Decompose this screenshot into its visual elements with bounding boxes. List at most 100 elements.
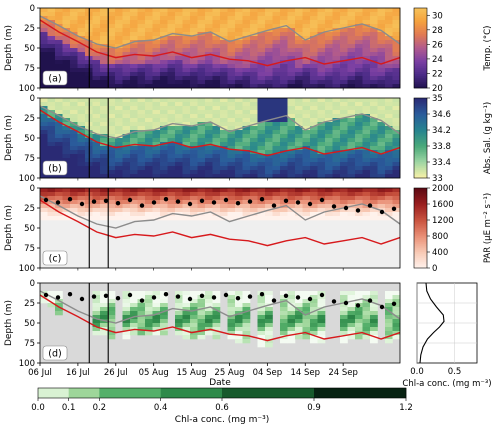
field-cell	[362, 80, 371, 85]
field-cell	[280, 110, 288, 115]
field-cell	[265, 16, 273, 21]
field-cell	[55, 60, 63, 65]
field-cell	[310, 64, 318, 69]
field-cell	[362, 335, 371, 340]
field-cell	[190, 291, 198, 296]
field-cell	[242, 12, 251, 17]
depth-dot	[139, 298, 145, 303]
colorbar-step	[414, 102, 427, 105]
field-cell	[152, 48, 161, 53]
field-cell	[92, 142, 101, 147]
colorbar-step	[414, 188, 427, 191]
colorbar-step	[414, 244, 427, 247]
field-cell	[250, 146, 258, 151]
y-axis-label: Depth (m)	[4, 115, 14, 161]
field-cell	[265, 60, 273, 65]
field-cell	[317, 80, 326, 85]
field-cell	[137, 80, 146, 85]
field-cell	[190, 80, 198, 85]
field-cell	[205, 36, 213, 41]
field-cell	[190, 60, 198, 65]
field-cell	[152, 52, 161, 57]
field-cell	[92, 303, 101, 308]
field-cell	[197, 323, 206, 328]
field-cell	[325, 166, 333, 171]
x-tick-label: 14 Sep	[290, 368, 320, 378]
field-cell	[377, 146, 386, 151]
field-cell	[280, 174, 288, 179]
field-cell	[377, 138, 386, 143]
field-cell	[107, 64, 116, 69]
field-cell	[182, 118, 191, 123]
depth-dot	[331, 299, 337, 304]
field-cell	[235, 196, 243, 201]
colorbar-tick-label: 33	[432, 174, 443, 184]
field-cell	[355, 192, 363, 197]
colorbar-step	[414, 160, 427, 163]
field-cell	[287, 323, 296, 328]
field-cell	[370, 106, 378, 111]
field-cell	[175, 12, 183, 17]
x-tick-label: 24 Sep	[328, 368, 358, 378]
field-cell	[242, 80, 251, 85]
field-cell	[220, 76, 228, 81]
field-cell	[77, 130, 86, 135]
field-cell	[92, 28, 101, 33]
field-cell	[385, 200, 393, 205]
field-cell	[115, 134, 123, 139]
field-cell	[385, 327, 393, 332]
field-cell	[355, 68, 363, 73]
field-cell	[145, 16, 153, 21]
field-cell	[145, 24, 153, 29]
field-cell	[182, 68, 191, 73]
field-cell	[325, 174, 333, 179]
panel-label: (b)	[42, 160, 68, 176]
field-cell	[145, 311, 153, 316]
field-cell	[310, 208, 318, 213]
field-cell	[355, 20, 363, 25]
field-cell	[190, 208, 198, 213]
field-cell	[280, 208, 288, 213]
x-tick-label: 25 Aug	[214, 368, 244, 378]
field-cell	[175, 102, 183, 107]
field-cell	[362, 52, 371, 57]
field-cell	[55, 36, 63, 41]
field-cell	[130, 126, 138, 131]
depth-dot	[271, 203, 277, 208]
field-cell	[205, 60, 213, 65]
field-cell	[227, 142, 236, 147]
field-cell	[92, 188, 101, 193]
field-cell	[77, 142, 86, 147]
field-cell	[317, 52, 326, 57]
field-cell	[272, 114, 281, 119]
field-cell	[167, 40, 176, 45]
field-cell	[242, 44, 251, 49]
field-cell	[107, 166, 116, 171]
field-cell	[167, 200, 176, 205]
field-cell	[362, 166, 371, 171]
field-cell	[107, 130, 116, 135]
field-cell	[250, 72, 258, 77]
field-cell	[272, 200, 281, 205]
field-cell	[220, 166, 228, 171]
colorbar-step	[414, 256, 427, 259]
field-cell	[205, 196, 213, 201]
field-cell	[385, 12, 393, 17]
field-cell	[122, 188, 131, 193]
field-cell	[175, 158, 183, 163]
field-cell	[70, 150, 78, 155]
field-cell	[182, 142, 191, 147]
field-cell	[392, 52, 401, 57]
field-cell	[137, 68, 146, 73]
field-cell	[107, 212, 116, 217]
field-cell	[137, 154, 146, 159]
field-cell	[362, 20, 371, 25]
field-cell	[70, 166, 78, 171]
field-cell	[152, 323, 161, 328]
field-cell	[242, 72, 251, 77]
colorbar-step	[414, 254, 427, 257]
field-cell	[197, 196, 206, 201]
field-cell	[122, 48, 131, 53]
depth-dot	[139, 203, 145, 208]
field-cell	[182, 146, 191, 151]
